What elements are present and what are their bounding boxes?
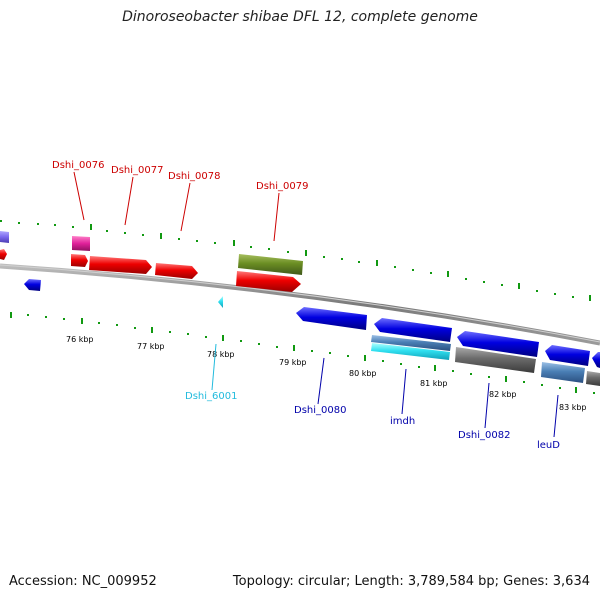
gene-arrow-dshi-0082-b[interactable] bbox=[455, 347, 536, 373]
topology-text: Topology: circular; Length: 3,789,584 bp… bbox=[232, 574, 590, 589]
scale-label: 81 kbp bbox=[420, 379, 448, 388]
gene-arrow-dshi-0080[interactable] bbox=[296, 307, 367, 330]
gene-arrow-dshi-0076[interactable] bbox=[71, 254, 88, 267]
gene-label-dshi-0077[interactable]: Dshi_0077 bbox=[111, 165, 163, 176]
gene-label-dshi-0079[interactable]: Dshi_0079 bbox=[256, 181, 308, 192]
scale-label: 82 kbp bbox=[489, 390, 517, 399]
gene-label-dshi-0082[interactable]: Dshi_0082 bbox=[458, 430, 510, 441]
reverse-strand-features bbox=[24, 279, 600, 386]
gene-arrow-blue-edge[interactable] bbox=[592, 352, 600, 368]
callout-lines bbox=[73, 171, 559, 438]
gene-arrow-dshi-0077[interactable] bbox=[89, 256, 152, 274]
gene-arrow-leud[interactable] bbox=[541, 362, 585, 383]
scale-label: 80 kbp bbox=[349, 369, 377, 378]
outer-tick-ring bbox=[0, 220, 591, 301]
scale-label: 77 kbp bbox=[137, 342, 165, 351]
gene-arrow-dshi-0079[interactable] bbox=[238, 254, 303, 275]
map-title: Dinoroseobacter shibae DFL 12, complete … bbox=[122, 9, 478, 25]
gene-arrow-dshi-0079-b[interactable] bbox=[236, 271, 301, 292]
scale-label: 78 kbp bbox=[207, 350, 235, 359]
forward-strand-features bbox=[0, 231, 303, 292]
gene-label-dshi-6001[interactable]: Dshi_6001 bbox=[185, 391, 237, 402]
scale-label: 79 kbp bbox=[279, 358, 307, 367]
gene-arrow-dshi-0078[interactable] bbox=[155, 263, 198, 279]
gene-arrow-dshi-0082[interactable] bbox=[457, 331, 539, 357]
gene-arrow-imdh-b[interactable] bbox=[371, 335, 451, 351]
gene-label-dshi-0076[interactable]: Dshi_0076 bbox=[52, 160, 104, 171]
gene-label-dshi-0078[interactable]: Dshi_0078 bbox=[168, 171, 220, 182]
gene-arrow-leud-region[interactable] bbox=[545, 345, 590, 366]
gene-arrow-dshi-6001[interactable] bbox=[218, 296, 223, 308]
inner-tick-ring bbox=[10, 312, 595, 394]
gene-label-leud[interactable]: leuD bbox=[537, 440, 560, 451]
gene-label-dshi-0080[interactable]: Dshi_0080 bbox=[294, 405, 346, 416]
scale-label: 83 kbp bbox=[559, 403, 587, 412]
accession-text: Accession: NC_009952 bbox=[9, 574, 157, 589]
gene-arrow-imdh-c[interactable] bbox=[371, 343, 450, 360]
gene-label-imdh[interactable]: imdh bbox=[390, 416, 415, 427]
gene-arrow-purple[interactable] bbox=[0, 231, 9, 243]
gene-arrow-imdh[interactable] bbox=[374, 318, 452, 342]
gene-arrow-magenta[interactable] bbox=[72, 236, 90, 251]
scale-label: 76 kbp bbox=[66, 335, 94, 344]
gene-arrow-blue-small[interactable] bbox=[24, 279, 41, 291]
gene-arrow-gray-edge[interactable] bbox=[586, 371, 600, 386]
genome-backbone bbox=[0, 263, 600, 346]
gene-arrow-red-left[interactable] bbox=[0, 249, 7, 260]
